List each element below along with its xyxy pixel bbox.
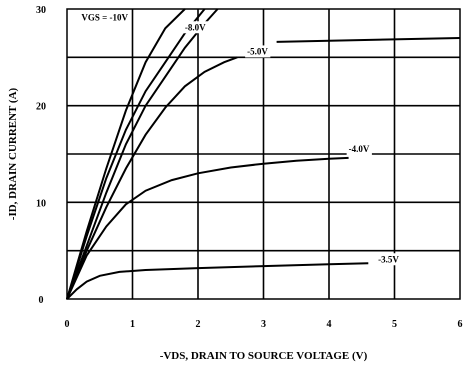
- x-tick-2: 2: [196, 319, 201, 330]
- curve-label-text-3: -4.0V: [349, 144, 370, 154]
- x-tick-6: 6: [458, 319, 463, 330]
- curve-label-0: VGS = -10V: [79, 11, 131, 24]
- curve-label-bg-3: [346, 143, 372, 156]
- curve-label-3: -4.0V: [346, 143, 372, 156]
- curves: [66, 8, 461, 300]
- curve-5: [66, 262, 369, 300]
- curve-0: [66, 8, 186, 300]
- x-tick-3: 3: [261, 319, 266, 330]
- curve-4: [66, 156, 349, 300]
- curve-label-4: -3.5V: [376, 253, 402, 266]
- curve-label-text-0: VGS = -10V: [81, 13, 128, 23]
- curve-3: [66, 56, 238, 300]
- x-tick-0: 0: [65, 319, 70, 330]
- curve-label-text-1: -8.0V: [185, 22, 206, 32]
- x-axis-title: -VDS, DRAIN TO SOURCE VOLTAGE (V): [160, 350, 368, 362]
- curve-label-bg-1: [182, 21, 209, 34]
- y-tick-20: 20: [36, 102, 46, 113]
- plot-frame: [66, 8, 461, 300]
- curve-label-bg-4: [376, 253, 402, 266]
- curve-label-text-2: -5.0V: [247, 46, 268, 56]
- curve-labels: VGS = -10V -8.0V -5.0V -4.0V -3.5V: [79, 11, 402, 266]
- curve-label-bg-0: [79, 11, 131, 24]
- y-tick-labels: 0 10 20 30: [36, 5, 46, 306]
- x-tick-4: 4: [327, 319, 332, 330]
- curve-1: [66, 8, 206, 300]
- curve-label-bg-2: [245, 45, 271, 58]
- x-tick-labels: 0 1 2 3 4 5 6: [65, 319, 463, 330]
- curve-top-right-tail: [276, 37, 461, 43]
- x-tick-1: 1: [130, 319, 135, 330]
- curve-label-text-4: -3.5V: [378, 254, 399, 264]
- curve-label-1: -8.0V: [182, 21, 209, 34]
- y-tick-30: 30: [36, 5, 46, 16]
- y-tick-0: 0: [39, 295, 44, 306]
- y-tick-10: 10: [36, 198, 46, 209]
- curve-label-2: -5.0V: [245, 45, 271, 58]
- y-axis-title: -ID, DRAIN CURRENT (A): [7, 87, 19, 220]
- x-tick-5: 5: [392, 319, 397, 330]
